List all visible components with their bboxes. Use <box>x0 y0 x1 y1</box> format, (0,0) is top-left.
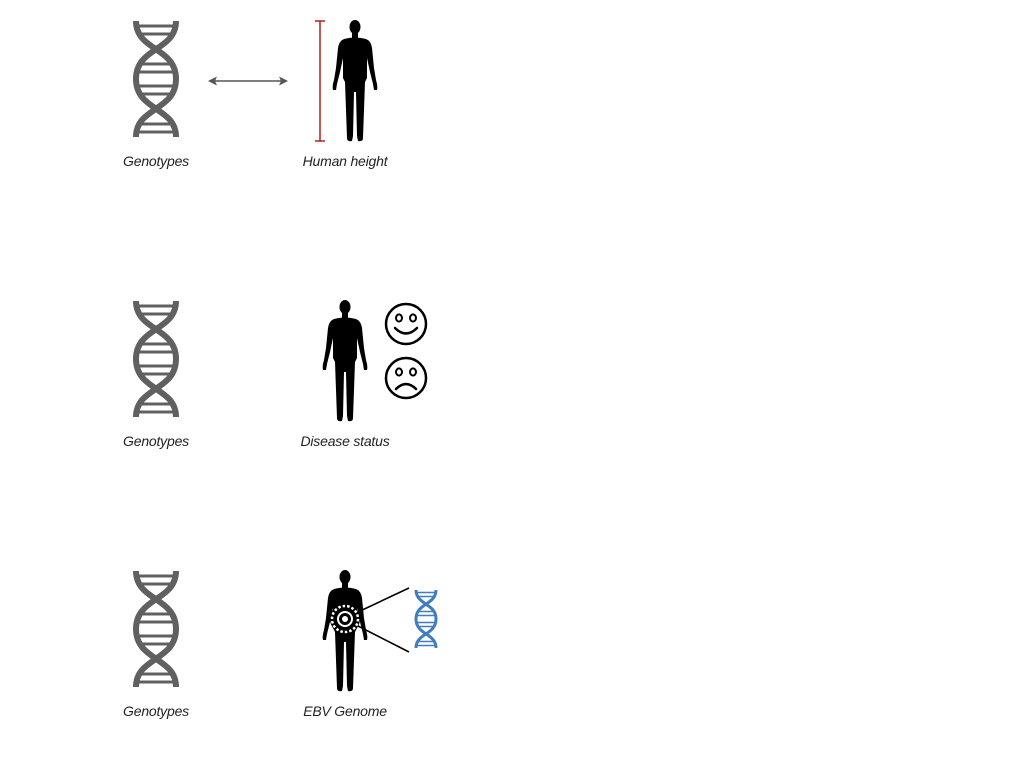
human-figure-icon <box>320 300 370 422</box>
genotypes-label: Genotypes <box>123 153 189 169</box>
dna-icon <box>132 568 180 690</box>
genotypes-label: Genotypes <box>123 433 189 449</box>
double-arrow-icon <box>208 76 288 86</box>
dna-icon <box>132 298 180 420</box>
zoom-lines <box>357 587 410 653</box>
sad-face-icon <box>384 356 428 400</box>
human-figure-icon <box>330 20 380 142</box>
happy-face-icon <box>384 302 428 346</box>
dna-icon <box>132 18 180 140</box>
genotypes-label: Genotypes <box>123 703 189 719</box>
ebv-genome-label: EBV Genome <box>303 703 387 719</box>
dna-icon <box>414 587 438 651</box>
panel-height: Genotypes Human height <box>0 0 1024 200</box>
disease-status-label: Disease status <box>300 433 390 449</box>
panel-ebv: Genotypes EBV Genome <box>0 550 1024 750</box>
human-height-label: Human height <box>302 153 388 169</box>
panel-disease: Genotypes Disease status <box>0 280 1024 480</box>
virus-icon <box>330 604 360 634</box>
height-bar-icon <box>315 20 325 142</box>
